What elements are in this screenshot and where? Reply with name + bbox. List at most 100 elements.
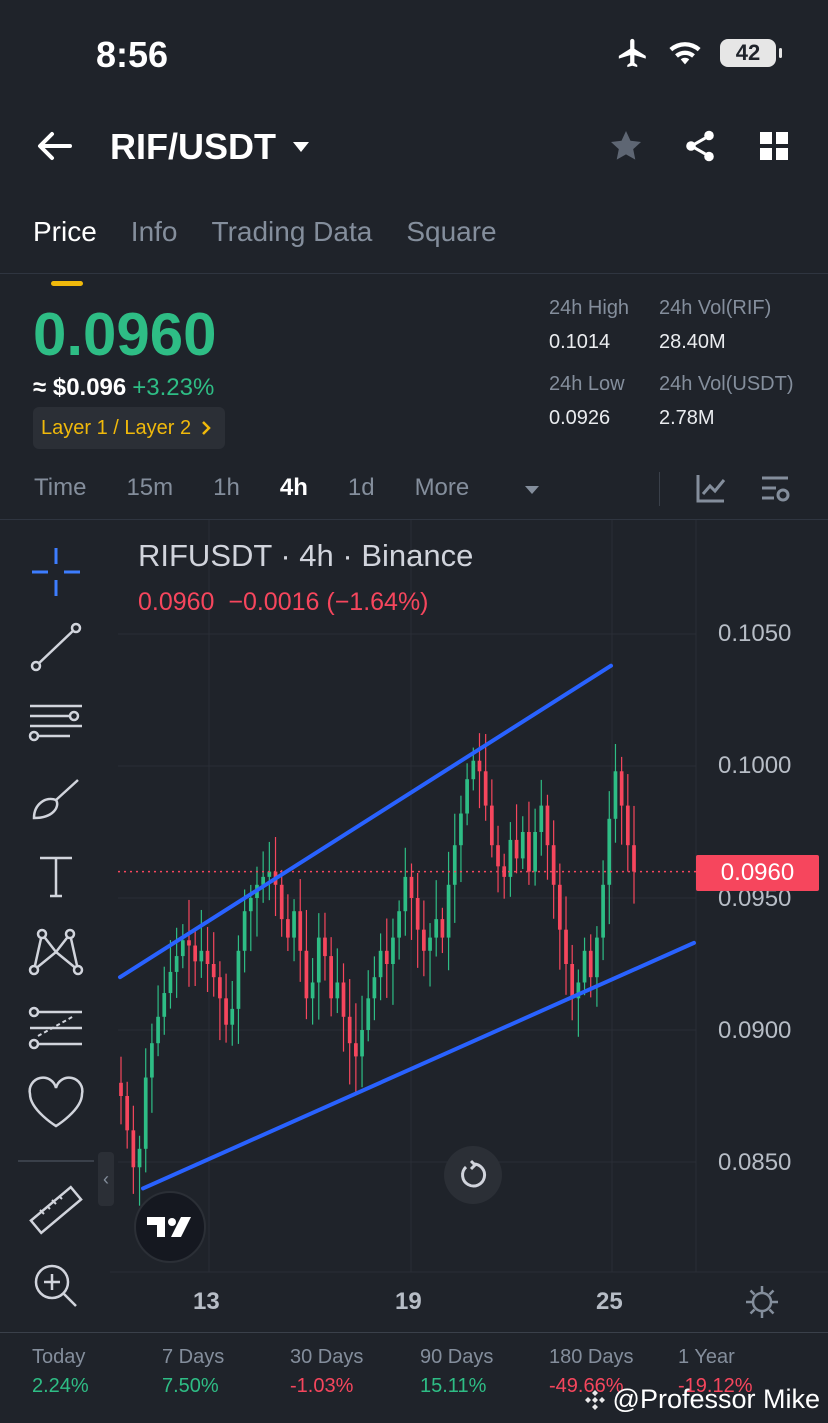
interval-1h[interactable]: 1h [213,474,240,501]
pattern-tool-icon[interactable] [24,920,88,984]
candle-body [570,964,575,999]
candle-body [384,950,389,964]
star-icon[interactable] [608,128,644,164]
candle-body [211,964,216,978]
back-arrow-icon[interactable] [36,130,72,162]
chevron-right-icon [202,421,211,435]
fib-tool-icon[interactable] [24,692,88,756]
interval-15m[interactable]: 15m [126,474,174,501]
ruler-tool-icon[interactable] [24,1178,88,1242]
x-tick-label: 25 [596,1288,623,1315]
interval-1d[interactable]: 1d [347,474,375,501]
reset-chart-button[interactable] [444,1146,502,1204]
candle-body [428,937,432,951]
category-tag[interactable]: Layer 1 / Layer 2 [33,407,226,449]
candle-body [286,919,290,938]
candle-body [539,805,544,832]
candle-body [564,929,568,964]
candle-body [205,950,210,964]
tab-info[interactable]: Info [130,216,178,247]
candle-body [607,818,612,885]
vol-quote-label: 24h Vol(USDT) [659,373,794,395]
candle-body [174,956,179,972]
battery-icon: 42 [720,39,782,67]
candle-body [236,950,241,1009]
tab-trading-data[interactable]: Trading Data [211,216,373,247]
candle-body [601,884,605,938]
candle-body [150,1043,154,1078]
trendline-tool-icon[interactable] [24,616,88,680]
candle-body [397,911,401,938]
candle-body [391,937,395,964]
brush-tool-icon[interactable] [24,768,88,832]
perf-180d: 180 Days -49.66% [549,1346,634,1398]
candle-body [409,876,414,898]
candle-body [551,845,556,885]
candle-body [347,1016,352,1044]
candle-body [632,845,636,872]
y-tick-label: 0.0900 [718,1017,792,1044]
usd-price: ≈ $0.096 [33,374,127,401]
candle-body [360,1030,364,1057]
indicator-icon[interactable] [695,472,727,504]
candle-body [341,982,346,1017]
interval-more-label: More [414,474,470,501]
share-icon[interactable] [682,128,718,164]
candle-body [372,977,377,999]
candle-body [366,998,371,1030]
candle-body [557,884,562,930]
heart-tool-icon[interactable] [24,1072,88,1136]
pair-selector[interactable]: RIF/USDT [110,126,310,168]
interval-more[interactable]: More [415,474,540,502]
tab-price[interactable]: Price [33,216,97,286]
candle-body [502,866,507,877]
channel-lower-line [141,940,696,1191]
chart-top-divider [0,519,828,520]
candle-body [279,884,284,920]
candle-body [125,1096,130,1131]
candle-body [465,779,469,814]
interval-4h[interactable]: 4h [279,474,308,501]
perf-1y: 1 Year -19.12% [678,1346,753,1398]
candle-body [304,950,309,999]
interval-divider [659,472,660,506]
perf-value: -49.66% [549,1375,624,1397]
perf-today: Today 2.24% [32,1346,89,1398]
text-tool-icon[interactable] [24,844,88,908]
caret-down-icon [524,486,539,494]
candle-body [298,911,303,951]
perf-label: 1 Year [678,1346,735,1368]
candle-body [199,950,204,962]
reload-icon [461,1159,487,1188]
interval-time[interactable]: Time [34,474,87,501]
channel-tool-icon[interactable] [24,996,88,1060]
candle-body [619,771,624,806]
chart-settings-icon[interactable] [760,474,792,504]
candle-body [452,845,457,885]
candle-body [613,771,618,819]
candle-body [496,845,500,867]
candle-body [625,805,630,846]
zoom-tool-icon[interactable] [24,1254,88,1318]
watermark: @Professor Mike [583,1384,820,1415]
tab-square[interactable]: Square [406,216,497,247]
category-tag-label: Layer 1 / Layer 2 [41,416,192,439]
candle-body [267,871,272,877]
candle-body [533,832,537,872]
candle-body [180,940,185,957]
gear-icon[interactable] [744,1284,780,1320]
x-tick-label: 19 [395,1288,422,1315]
grid-menu-icon[interactable] [758,130,790,162]
perf-label: Today [32,1346,86,1368]
perf-value: -1.03% [290,1375,354,1397]
candle-body [378,950,383,978]
candle-body [422,929,426,951]
candle-body [545,805,550,846]
candle-body [588,950,593,978]
crosshair-tool-icon[interactable] [24,540,88,604]
collapse-toolbar-handle[interactable]: ‹ [98,1152,114,1206]
candlestick-chart[interactable] [0,520,828,1332]
high-label: 24h High [549,297,630,319]
chevron-left-icon: ‹ [103,1168,109,1189]
candle-body [471,760,476,780]
